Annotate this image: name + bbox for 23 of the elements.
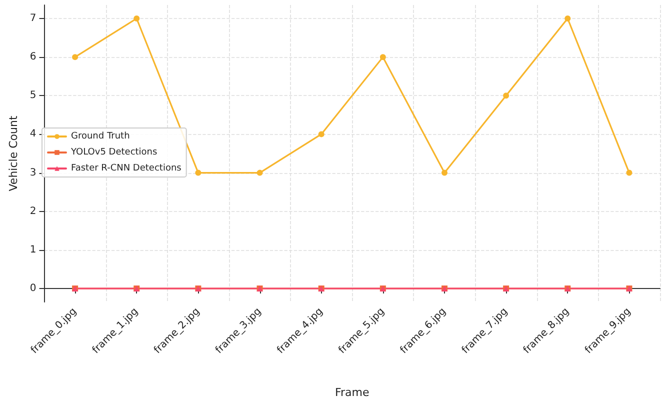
y-tick-label: 5	[30, 90, 36, 102]
point	[195, 170, 202, 176]
point	[442, 170, 448, 176]
legend-label: YOLOv5 Detections	[70, 148, 158, 158]
y-tick-label: 1	[30, 244, 36, 256]
y-tick-label: 4	[30, 128, 36, 140]
y-axis-title: Vehicle Count	[7, 115, 20, 192]
point	[380, 54, 386, 60]
point	[256, 170, 263, 176]
y-tick-label: 6	[30, 52, 36, 63]
y-tick-label: 2	[30, 206, 36, 217]
legend-label: Faster R-CNN Detections	[71, 164, 182, 174]
point	[72, 54, 78, 60]
y-tick-label: 0	[30, 283, 36, 294]
y-tick-label: 3	[30, 167, 36, 178]
point	[564, 16, 571, 22]
point	[134, 16, 140, 22]
y-tick-label: 7	[30, 13, 36, 24]
point	[503, 92, 510, 99]
point	[318, 131, 324, 138]
x-axis-title: Frame	[334, 386, 370, 399]
point	[626, 170, 632, 176]
legend-label: Ground Truth	[71, 132, 130, 142]
